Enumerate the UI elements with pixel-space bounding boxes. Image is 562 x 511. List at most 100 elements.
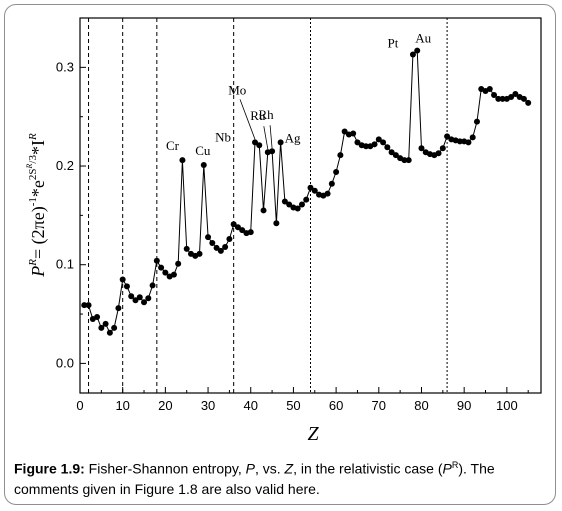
data-point-z-99	[499, 95, 506, 102]
y-tick-label-0.3: 0.3	[56, 59, 74, 74]
data-point-z-73	[388, 149, 395, 156]
data-point-z-91	[465, 139, 472, 146]
data-point-z-29	[200, 162, 207, 169]
caption-superscript-r: R	[451, 460, 459, 470]
caption-text-4: ). The comments given in Figure 1.8 are …	[14, 460, 495, 497]
caption-text-3: , in the relativistic case (	[293, 460, 443, 477]
data-point-z-70	[375, 136, 382, 143]
series-line	[84, 49, 529, 334]
data-point-z-7	[106, 329, 113, 336]
x-tick-label-100: 100	[496, 398, 518, 413]
data-point-z-49	[286, 201, 293, 208]
data-point-z-79	[414, 47, 421, 54]
x-tick-label-50: 50	[286, 398, 300, 413]
data-point-z-1	[81, 302, 88, 309]
data-point-z-4	[94, 314, 101, 321]
annotation-ru: Ru	[250, 108, 266, 123]
x-tick-label-70: 70	[372, 398, 386, 413]
data-point-z-74	[392, 152, 399, 159]
data-point-z-17	[149, 282, 156, 289]
data-point-z-84	[435, 150, 442, 157]
data-point-z-89	[456, 138, 463, 145]
data-point-z-42	[256, 142, 263, 149]
annotation-au: Au	[415, 31, 431, 46]
x-tick-label-80: 80	[414, 398, 428, 413]
annotation-leader	[239, 99, 256, 140]
shell-closure-lines	[88, 18, 448, 393]
data-point-z-20	[162, 269, 169, 276]
data-point-z-104	[520, 95, 527, 102]
data-point-z-2	[85, 302, 92, 309]
data-point-z-46	[273, 220, 280, 227]
plot-frame	[79, 17, 542, 394]
data-point-z-34	[222, 243, 229, 250]
data-point-z-31	[209, 240, 216, 246]
data-point-z-101	[508, 93, 515, 100]
x-tick-label-20: 20	[158, 398, 172, 413]
annotation-pt: Pt	[388, 36, 399, 51]
data-point-z-97	[491, 91, 498, 98]
data-point-z-38	[239, 227, 246, 234]
x-axis: 0 10 20 30 40 50 60 70 80 90 100	[76, 387, 529, 413]
data-point-z-14	[136, 294, 143, 301]
data-point-z-11	[123, 283, 130, 290]
caption-text-2: , vs.	[254, 460, 285, 477]
data-point-z-25	[183, 245, 190, 252]
annotation-cu: Cu	[195, 143, 211, 158]
annotation-mo: Mo	[228, 82, 246, 97]
data-point-z-86	[444, 133, 451, 140]
data-point-z-18	[153, 257, 160, 264]
data-point-z-96	[486, 86, 493, 93]
caption-p-relativistic: P	[442, 460, 452, 477]
fisher-shannon-chart: 0 10 20 30 40 50 60 70 80 90 100 0.0 0.1 0.2 0.3 Cr Cu…	[25, 17, 542, 445]
annotation-rh: Rh	[258, 107, 274, 122]
figure-frame	[4, 4, 556, 505]
data-point-z-93	[473, 118, 480, 125]
data-point-z-51	[294, 205, 301, 212]
caption-text-1: Fisher-Shannon entropy,	[84, 460, 246, 477]
data-point-z-47	[277, 139, 284, 146]
data-point-z-77	[405, 157, 412, 164]
data-point-z-8	[111, 324, 118, 331]
data-point-z-22	[170, 271, 177, 278]
data-point-z-76	[401, 157, 408, 164]
data-series	[81, 47, 532, 336]
data-point-z-9	[115, 305, 122, 312]
x-tick-label-30: 30	[201, 398, 215, 413]
y-axis-title: PR= (2πe)-1*e2SR/3*IR	[25, 133, 49, 278]
data-point-z-23	[175, 260, 182, 267]
annotation-nb: Nb	[215, 129, 231, 144]
data-point-z-55	[311, 187, 318, 194]
annotation-leader	[263, 126, 269, 150]
data-point-z-72	[384, 144, 391, 151]
data-point-z-92	[469, 134, 476, 141]
data-point-z-62	[341, 128, 348, 135]
data-point-z-45	[269, 148, 276, 155]
x-tick-label-40: 40	[244, 398, 258, 413]
data-point-z-71	[380, 139, 387, 146]
caption-z: Z	[284, 460, 294, 477]
data-point-z-65	[354, 139, 361, 146]
figure-caption: Figure 1.9: Fisher-Shannon entropy, P , v…	[14, 455, 549, 499]
caption-label: Figure 1.9:	[14, 460, 85, 477]
data-point-z-98	[495, 95, 502, 102]
data-point-z-35	[226, 236, 233, 243]
x-axis-title: Z	[307, 423, 319, 445]
data-point-z-41	[252, 139, 259, 146]
data-point-z-16	[145, 295, 152, 302]
data-point-z-19	[158, 264, 165, 271]
data-point-z-28	[196, 250, 203, 257]
data-point-z-40	[247, 229, 254, 236]
data-point-z-30	[205, 234, 212, 241]
data-point-z-10	[119, 276, 126, 283]
data-point-z-43	[260, 207, 267, 214]
data-point-z-12	[128, 293, 135, 300]
data-point-z-59	[328, 180, 335, 187]
data-point-z-53	[303, 196, 310, 203]
annotation-ag: Ag	[285, 130, 301, 145]
data-point-z-6	[102, 320, 109, 327]
data-point-z-67	[362, 143, 369, 150]
data-point-z-80	[418, 145, 425, 152]
data-point-z-37	[234, 224, 241, 231]
